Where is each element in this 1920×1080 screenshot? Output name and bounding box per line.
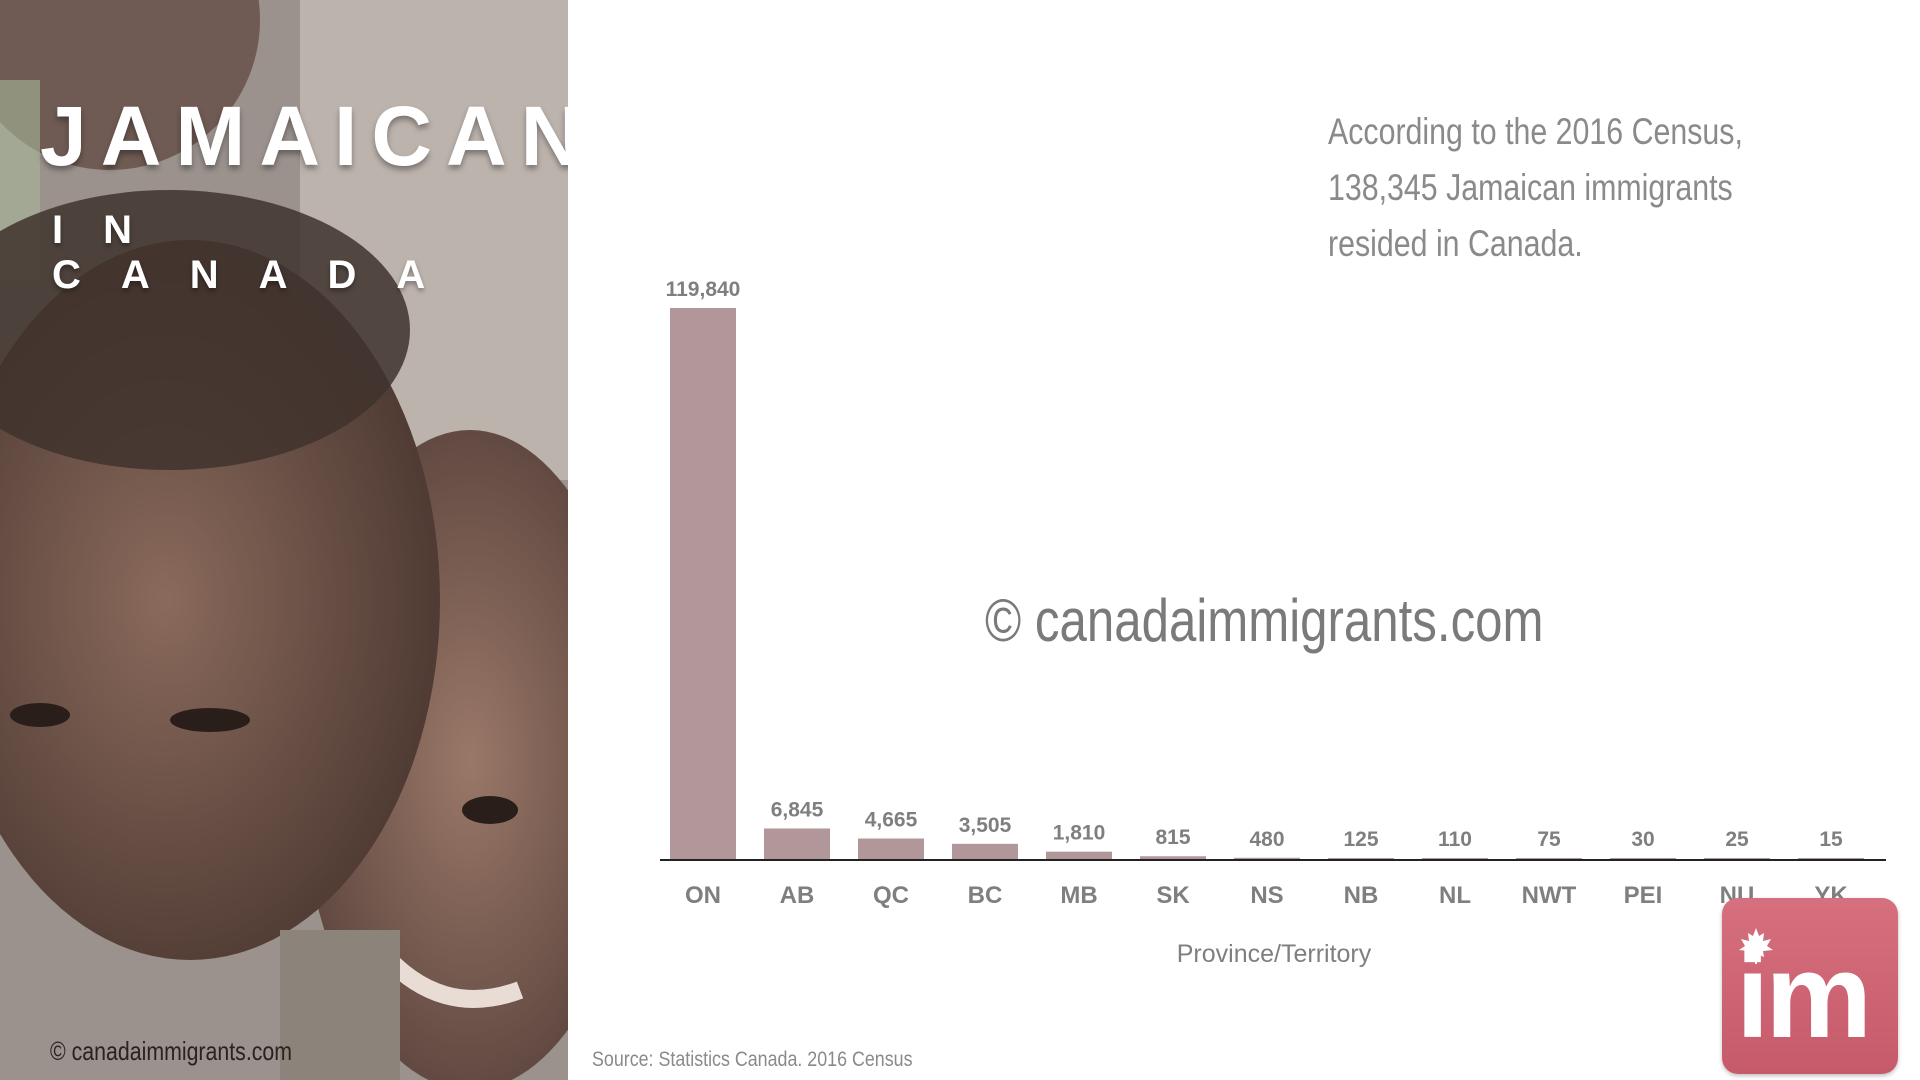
data-label: 30 <box>1631 828 1654 851</box>
bar <box>1234 857 1300 860</box>
tick-label: SK <box>1156 882 1190 909</box>
watermark: © canadaimmigrants.com <box>985 587 1544 654</box>
maple-leaf-icon <box>1739 928 1773 964</box>
data-label: 4,665 <box>865 809 918 832</box>
annotation-line: According to the 2016 Census, <box>1328 111 1743 152</box>
source-note: Source: Statistics Canada. 2016 Census <box>592 1048 913 1071</box>
tick-label: NS <box>1250 882 1283 909</box>
annotation-line: resided in Canada. <box>1328 223 1583 264</box>
tick-label: AB <box>780 882 815 909</box>
logo-text: im <box>1736 929 1872 1063</box>
bar <box>1046 851 1112 860</box>
data-label: 119,840 <box>666 278 741 301</box>
data-label: 15 <box>1819 828 1843 851</box>
bar <box>952 843 1018 860</box>
tick-label: ON <box>685 882 721 909</box>
photo-credit: © canadaimmigrants.com <box>50 1036 293 1066</box>
tick-label: QC <box>873 882 909 909</box>
data-label: 480 <box>1249 828 1284 851</box>
tick-label: NB <box>1344 882 1379 909</box>
children-photo <box>0 0 568 1080</box>
data-label: 1,810 <box>1053 822 1106 845</box>
data-label: 125 <box>1343 828 1378 851</box>
photo-panel: JAMAICANS IN CANADA © canadaimmigrants.c… <box>0 0 568 1080</box>
title-main: JAMAICANS <box>40 89 568 183</box>
bar <box>670 308 736 860</box>
data-label: 3,505 <box>959 814 1012 837</box>
tick-label: NWT <box>1522 882 1577 909</box>
tick-label: BC <box>968 882 1003 909</box>
x-axis-label: Province/Territory <box>1177 940 1372 968</box>
bar <box>1140 856 1206 860</box>
site-logo: im <box>1722 898 1898 1074</box>
data-label: 75 <box>1537 828 1561 851</box>
bar <box>858 838 924 860</box>
annotation-line: 138,345 Jamaican immigrants <box>1328 167 1733 208</box>
tick-label: MB <box>1060 882 1097 909</box>
bar <box>764 828 830 860</box>
data-label: 815 <box>1155 826 1190 849</box>
census-annotation: According to the 2016 Census, 138,345 Ja… <box>1328 104 1787 272</box>
data-label: 110 <box>1438 828 1472 851</box>
data-label: 6,845 <box>771 798 824 821</box>
data-label: 25 <box>1725 828 1749 851</box>
tick-label: NL <box>1439 882 1471 909</box>
title-sub: IN CANADA <box>52 208 466 297</box>
tick-label: PEI <box>1624 882 1663 909</box>
